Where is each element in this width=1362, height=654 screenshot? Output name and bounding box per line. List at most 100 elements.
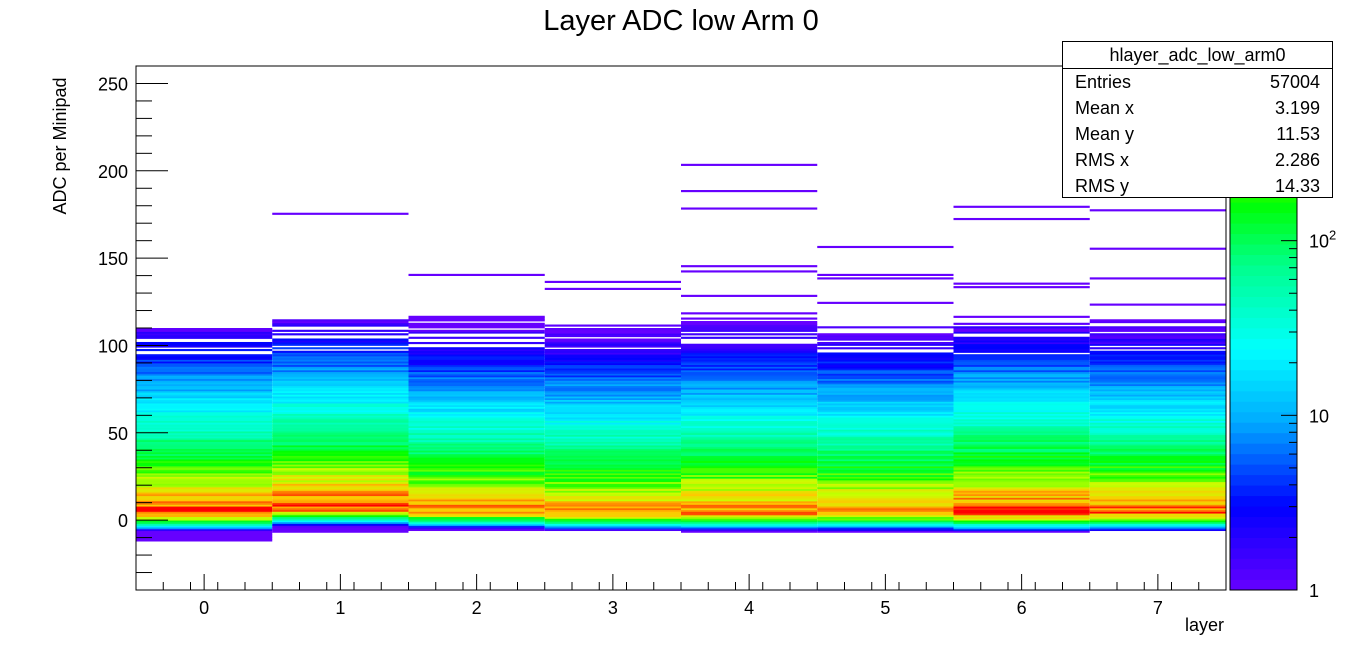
heatmap-cell (681, 317, 818, 320)
heatmap-cell (408, 483, 545, 486)
heatmap-cell (953, 315, 1090, 318)
heatmap-cell (681, 403, 818, 406)
heatmap-cell (272, 450, 409, 453)
heatmap-cell (817, 366, 954, 369)
heatmap-cell (544, 481, 681, 484)
heatmap-cell (953, 413, 1090, 416)
heatmap-cell (272, 329, 409, 332)
heatmap-cell (817, 520, 954, 523)
stats-value: 11.53 (1276, 124, 1320, 144)
palette-cell (1230, 254, 1297, 266)
heatmap-cell (681, 483, 818, 486)
heatmap-cell (817, 527, 954, 530)
heatmap-cell (953, 467, 1090, 470)
heatmap-cell (681, 270, 818, 273)
palette-cell (1230, 212, 1297, 224)
heatmap-cell (272, 452, 409, 455)
heatmap-cell (953, 528, 1090, 532)
heatmap-cell (136, 425, 273, 428)
heatmap-cell (681, 516, 818, 519)
heatmap-cell (681, 429, 818, 432)
heatmap-cell (681, 450, 818, 453)
heatmap-cell (817, 500, 954, 504)
heatmap-cell (953, 389, 1090, 392)
heatmap-cell (408, 443, 545, 446)
heatmap-cell (272, 322, 409, 325)
heatmap-cell (681, 411, 818, 414)
heatmap-cell (408, 389, 545, 392)
heatmap-cell (1089, 471, 1226, 474)
heatmap-cell (681, 425, 818, 428)
y-tick-label: 50 (108, 424, 128, 444)
heatmap-cell (681, 382, 818, 385)
heatmap-cell (408, 520, 545, 523)
heatmap-cell (272, 387, 409, 390)
heatmap-cell (817, 513, 954, 516)
palette-cell (1230, 286, 1297, 297)
stats-row-rms-y: RMS y 14.33 (1063, 173, 1332, 199)
heatmap-cell (1089, 506, 1226, 509)
heatmap-cell (681, 481, 818, 484)
heatmap-cell (1089, 507, 1226, 511)
palette-cell (1230, 390, 1297, 402)
heatmap-cell (681, 500, 818, 504)
heatmap-cell (681, 438, 818, 441)
heatmap-cell (136, 401, 273, 404)
heatmap-cell (817, 439, 954, 442)
heatmap-cell (544, 460, 681, 463)
heatmap-cell (953, 329, 1090, 332)
heatmap-cell (136, 439, 273, 442)
heatmap-cell (817, 483, 954, 486)
heatmap-cell (681, 513, 818, 516)
heatmap-cell (136, 483, 273, 486)
heatmap-cell (544, 413, 681, 416)
heatmap-cell (681, 399, 818, 402)
heatmap-cell (272, 518, 409, 521)
heatmap-cell (1089, 452, 1226, 455)
heatmap-cell (817, 450, 954, 453)
heatmap-cell (136, 418, 273, 421)
heatmap-cell (408, 361, 545, 364)
heatmap-cell (136, 396, 273, 399)
heatmap-cell (544, 361, 681, 364)
heatmap-cell (953, 527, 1090, 530)
heatmap-cell (817, 361, 954, 364)
heatmap-cell (136, 509, 273, 512)
heatmap-cell (544, 502, 681, 505)
heatmap-cell (544, 441, 681, 444)
heatmap-cell (953, 434, 1090, 437)
heatmap-cell (817, 399, 954, 402)
heatmap-cell (1089, 486, 1226, 490)
heatmap-cell (953, 471, 1090, 474)
heatmap-cell (136, 530, 273, 533)
heatmap-cell (681, 479, 818, 483)
heatmap-cell (408, 441, 545, 444)
heatmap-cell (817, 375, 954, 378)
heatmap-cell (544, 431, 681, 434)
heatmap-cell (817, 452, 954, 455)
heatmap-cell (136, 513, 273, 516)
heatmap-cell (1089, 500, 1226, 504)
heatmap-cell (817, 343, 954, 346)
heatmap-cell (681, 476, 818, 479)
heatmap-cell (408, 518, 545, 521)
heatmap-cell (272, 378, 409, 381)
heatmap-cell (272, 500, 409, 504)
heatmap-cell (408, 359, 545, 362)
heatmap-cell (544, 492, 681, 495)
heatmap-cell (136, 445, 273, 448)
heatmap-cell (544, 445, 681, 448)
heatmap-cell (544, 497, 681, 500)
heatmap-cell (136, 518, 273, 521)
heatmap-cell (1089, 355, 1226, 359)
heatmap-cell (1089, 394, 1226, 397)
heatmap-cell (817, 441, 954, 444)
heatmap-cell (544, 439, 681, 442)
heatmap-cell (408, 422, 545, 425)
heatmap-cell (1089, 390, 1226, 394)
heatmap-cell (136, 499, 273, 502)
heatmap-cell (1089, 366, 1226, 369)
heatmap-cell (408, 392, 545, 395)
heatmap-cell (953, 406, 1090, 409)
heatmap-cell (1089, 341, 1226, 345)
